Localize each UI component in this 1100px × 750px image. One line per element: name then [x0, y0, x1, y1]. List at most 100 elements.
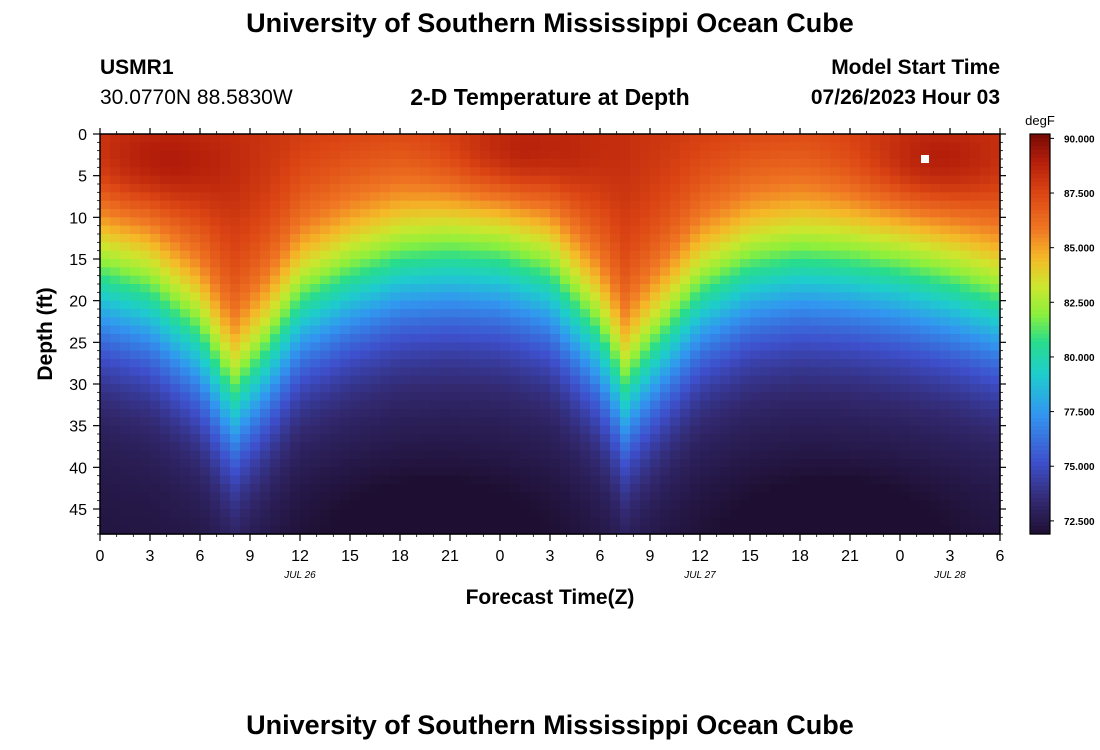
- colorbar-segment: [1030, 150, 1050, 155]
- heatmap-cell: [910, 484, 921, 493]
- heatmap-cell: [800, 450, 811, 460]
- heatmap-cell: [410, 267, 421, 277]
- heatmap-cell: [990, 142, 1001, 152]
- heatmap-cell: [260, 242, 271, 252]
- heatmap-cell: [390, 434, 401, 443]
- heatmap-cell: [250, 384, 261, 393]
- heatmap-cell: [550, 492, 561, 502]
- heatmap-cell: [360, 167, 371, 177]
- heatmap-cell: [670, 192, 681, 202]
- heatmap-cell: [210, 142, 221, 152]
- heatmap-cell: [730, 192, 741, 202]
- heatmap-cell: [450, 334, 461, 343]
- heatmap-cell: [920, 259, 931, 268]
- heatmap-cell: [160, 525, 171, 535]
- heatmap-cell: [280, 525, 291, 535]
- heatmap-cell: [960, 434, 971, 443]
- heatmap-cell: [710, 484, 721, 493]
- heatmap-cell: [790, 259, 801, 268]
- heatmap-cell: [450, 325, 461, 335]
- heatmap-cell: [720, 342, 731, 352]
- heatmap-cell: [980, 475, 991, 485]
- heatmap-cell: [530, 400, 541, 410]
- heatmap-cell: [200, 400, 211, 410]
- heatmap-cell: [730, 392, 741, 402]
- heatmap-cell: [620, 500, 631, 510]
- heatmap-cell: [870, 425, 881, 435]
- heatmap-cell: [850, 225, 861, 235]
- heatmap-cell: [940, 392, 951, 402]
- heatmap-cell: [200, 475, 211, 485]
- heatmap-cell: [450, 134, 461, 143]
- heatmap-cell: [160, 459, 171, 468]
- heatmap-cell: [110, 150, 121, 160]
- heatmap-cell: [110, 400, 121, 410]
- heatmap-cell: [820, 259, 831, 268]
- heatmap-cell: [850, 492, 861, 502]
- heatmap-cell: [130, 184, 141, 193]
- heatmap-cell: [570, 284, 581, 293]
- heatmap-cell: [680, 275, 691, 285]
- heatmap-cell: [770, 250, 781, 260]
- heatmap-cell: [950, 142, 961, 152]
- heatmap-cell: [360, 259, 371, 268]
- heatmap-cell: [350, 209, 361, 218]
- heatmap-cell: [100, 359, 111, 368]
- heatmap-cell: [970, 492, 981, 502]
- heatmap-cell: [380, 392, 391, 402]
- heatmap-cell: [890, 242, 901, 252]
- heatmap-cell: [430, 375, 441, 385]
- heatmap-cell: [170, 517, 181, 527]
- heatmap-cell: [230, 500, 241, 510]
- heatmap-cell: [830, 150, 841, 160]
- heatmap-cell: [990, 409, 1001, 418]
- heatmap-cell: [570, 409, 581, 418]
- heatmap-cell: [270, 525, 281, 535]
- heatmap-cell: [780, 375, 791, 385]
- heatmap-cell: [770, 375, 781, 385]
- heatmap-cell: [130, 159, 141, 168]
- heatmap-cell: [590, 359, 601, 368]
- heatmap-cell: [800, 492, 811, 502]
- heatmap-cell: [650, 500, 661, 510]
- heatmap-cell: [280, 225, 291, 235]
- colorbar-segment: [1030, 202, 1050, 207]
- heatmap-cell: [310, 342, 321, 352]
- heatmap-cell: [810, 442, 821, 452]
- heatmap-cell: [810, 142, 821, 152]
- heatmap-cell: [560, 434, 571, 443]
- heatmap-cell: [400, 425, 411, 435]
- heatmap-cell: [290, 450, 301, 460]
- heatmap-cell: [310, 150, 321, 160]
- heatmap-cell: [380, 309, 391, 318]
- colorbar-segment: [1030, 218, 1050, 223]
- heatmap-cell: [580, 217, 591, 227]
- heatmap-cell: [980, 209, 991, 218]
- heatmap-cell: [540, 384, 551, 393]
- heatmap-cell: [410, 434, 421, 443]
- heatmap-cell: [600, 242, 611, 252]
- heatmap-cell: [260, 467, 271, 477]
- heatmap-cell: [700, 200, 711, 210]
- heatmap-cell: [630, 275, 641, 285]
- heatmap-cell: [980, 192, 991, 202]
- heatmap-cell: [720, 259, 731, 268]
- heatmap-cell: [350, 359, 361, 368]
- heatmap-cell: [520, 450, 531, 460]
- heatmap-cell: [120, 250, 131, 260]
- heatmap-cell: [630, 475, 641, 485]
- heatmap-cell: [180, 334, 191, 343]
- heatmap-cell: [820, 400, 831, 410]
- heatmap-cell: [790, 275, 801, 285]
- heatmap-cell: [800, 292, 811, 302]
- heatmap-cell: [740, 200, 751, 210]
- heatmap-cell: [500, 250, 511, 260]
- heatmap-cell: [710, 384, 721, 393]
- heatmap-cell: [190, 450, 201, 460]
- heatmap-cell: [640, 275, 651, 285]
- heatmap-cell: [470, 317, 481, 327]
- heatmap-cell: [290, 417, 301, 427]
- heatmap-cell: [320, 184, 331, 193]
- heatmap-cell: [290, 367, 301, 377]
- heatmap-cell: [150, 284, 161, 293]
